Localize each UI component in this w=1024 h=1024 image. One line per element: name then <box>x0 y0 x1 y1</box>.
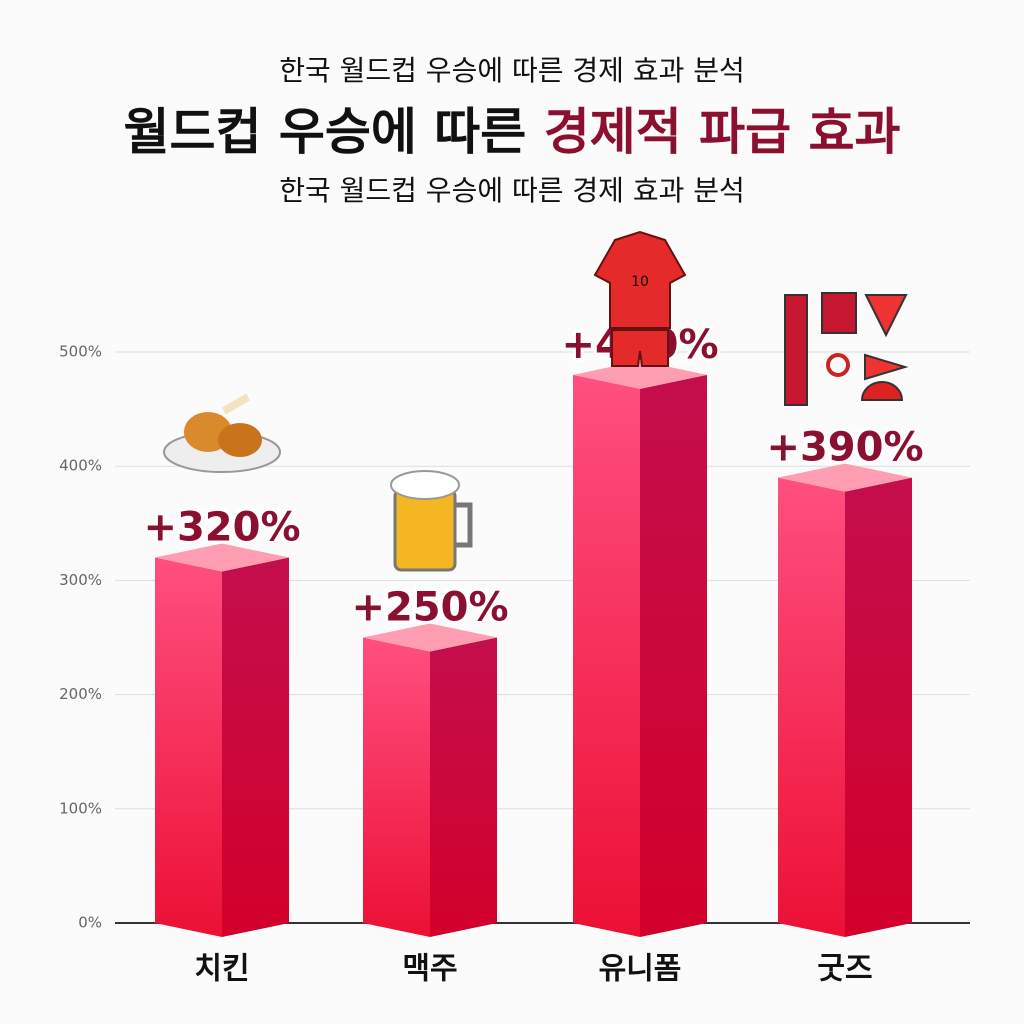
jersey-icon: 10 <box>593 230 687 367</box>
value-label: +320% <box>143 505 300 551</box>
bar-right-face <box>640 374 707 938</box>
x-tick-label: 유니폼 <box>599 952 682 987</box>
bar-left-face <box>155 557 222 937</box>
title-highlight: 경제적 파급 효과 <box>544 103 901 161</box>
bar <box>155 543 289 937</box>
title-main: 월드컵 우승에 따른 <box>123 103 526 161</box>
y-tick-label: 200% <box>59 685 102 703</box>
y-tick-label: 400% <box>59 457 102 475</box>
bar <box>778 463 912 937</box>
y-tick-label: 300% <box>59 571 102 589</box>
bar <box>363 623 497 937</box>
subtitle: 한국 월드컵 우승에 따른 경제 효과 분석 <box>279 174 745 207</box>
bar-top-face <box>573 360 707 389</box>
bar-left-face <box>363 637 430 937</box>
chicken-icon <box>163 393 281 473</box>
bar-top-face <box>778 463 912 492</box>
y-tick-label: 0% <box>78 914 102 932</box>
value-label: +390% <box>766 425 923 471</box>
x-tick-label: 굿즈 <box>817 952 872 987</box>
value-label: +250% <box>351 585 508 631</box>
kicker: 한국 월드컵 우승에 따른 경제 효과 분석 <box>279 54 745 87</box>
svg-text:10: 10 <box>631 274 649 290</box>
bar <box>573 360 707 938</box>
bar-right-face <box>430 637 497 937</box>
goods-icon <box>784 292 909 406</box>
bar-right-face <box>222 557 289 937</box>
bar-left-face <box>778 477 845 937</box>
bar-right-face <box>845 477 912 937</box>
chart-title: 월드컵 우승에 따른 경제적 파급 효과 <box>123 103 900 161</box>
beer-icon <box>390 470 473 572</box>
bar-top-face <box>155 543 289 572</box>
x-tick-label: 맥주 <box>402 952 457 987</box>
bar-left-face <box>573 374 640 938</box>
y-tick-label: 500% <box>59 343 102 361</box>
y-tick-label: 100% <box>59 799 102 817</box>
x-tick-label: 치킨 <box>194 952 249 987</box>
bar-top-face <box>363 623 497 652</box>
